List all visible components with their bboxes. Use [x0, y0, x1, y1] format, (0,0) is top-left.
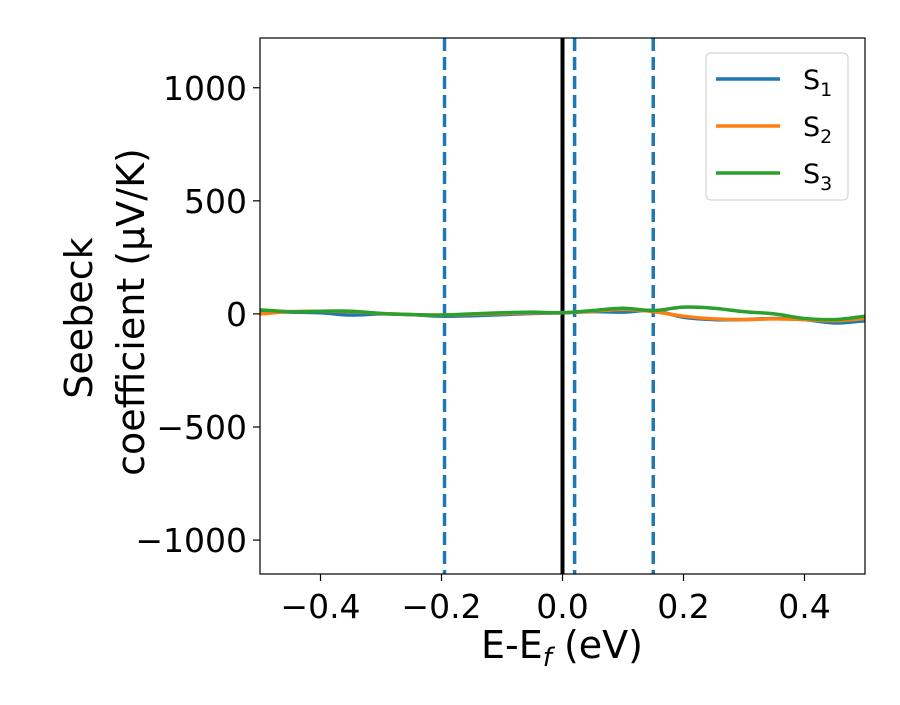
x-tick-label: −0.4	[280, 587, 360, 626]
reference-lines	[442, 38, 655, 574]
x-tick-label: −0.2	[401, 587, 481, 626]
x-tick-label: 0.2	[657, 587, 709, 626]
legend-label-s1: S1	[803, 65, 832, 101]
series-line-s3	[260, 305, 865, 322]
series-lines	[260, 305, 865, 325]
y-tick-label: −500	[156, 408, 247, 447]
x-tick-label: 0.0	[536, 587, 588, 626]
y-axis-title: Seebeck coefficient (μV/K)	[57, 148, 153, 476]
y-axis-title-line1: Seebeck	[57, 237, 101, 398]
y-tick-label: 1000	[163, 69, 247, 108]
x-tick-label: 0.4	[778, 587, 830, 626]
x-axis-title-unit: (eV)	[552, 623, 643, 667]
legend-label-s3: S3	[803, 159, 832, 195]
y-tick-label: 500	[184, 182, 247, 221]
legend-label-s2: S2	[803, 112, 832, 148]
y-axis-title-line2: coefficient (μV/K)	[109, 148, 153, 476]
x-axis-title-base: E-E	[481, 623, 543, 667]
y-axis: 1000 500 0 −500 −1000	[135, 69, 260, 560]
y-tick-label: −1000	[135, 521, 247, 560]
y-tick-label: 0	[226, 295, 247, 334]
x-axis-title: E-Ef (eV)	[481, 623, 643, 673]
legend: S1 S2 S3	[705, 52, 849, 201]
x-axis: −0.4 −0.2 0.0 0.2 0.4	[280, 574, 831, 626]
